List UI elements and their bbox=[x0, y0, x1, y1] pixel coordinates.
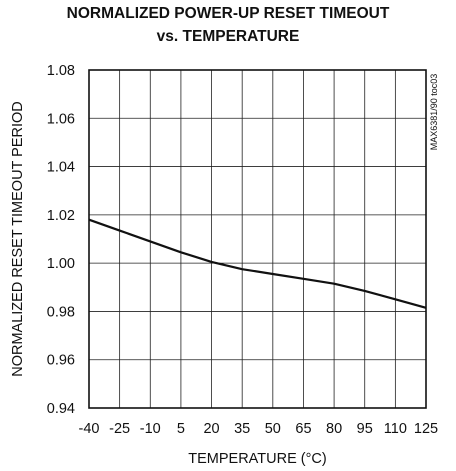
x-tick-label: -10 bbox=[140, 421, 161, 437]
x-tick-label: 125 bbox=[414, 421, 438, 437]
y-tick-label: 0.98 bbox=[47, 304, 75, 320]
x-tick-label: 50 bbox=[265, 421, 281, 437]
x-axis-label: TEMPERATURE (°C) bbox=[188, 451, 326, 467]
x-tick-label: 35 bbox=[234, 421, 250, 437]
x-tick-label: 5 bbox=[177, 421, 185, 437]
chart-title-line2: vs. TEMPERATURE bbox=[156, 28, 300, 45]
x-tick-label: -40 bbox=[79, 421, 100, 437]
y-tick-label: 0.96 bbox=[47, 353, 75, 369]
x-tick-label: -25 bbox=[109, 421, 130, 437]
x-tick-label: 110 bbox=[384, 421, 407, 437]
y-tick-label: 1.00 bbox=[47, 256, 75, 272]
x-tick-labels: -40 -25 -10 5 20 35 50 65 80 95 110 125 bbox=[79, 421, 439, 437]
x-tick-label: 20 bbox=[203, 421, 219, 437]
series-group bbox=[88, 218, 427, 309]
plot-frame bbox=[88, 69, 427, 409]
y-tick-label: 1.08 bbox=[47, 63, 75, 79]
y-tick-label: 0.94 bbox=[47, 401, 75, 417]
figure-code: MAX6381/90 toc03 bbox=[429, 74, 439, 151]
series-line bbox=[88, 218, 427, 309]
y-tick-label: 1.06 bbox=[47, 111, 75, 127]
chart-title-line1: NORMALIZED POWER-UP RESET TIMEOUT bbox=[66, 5, 390, 22]
grid bbox=[88, 69, 427, 409]
y-axis-label: NORMALIZED RESET TIMEOUT PERIOD bbox=[10, 101, 26, 377]
y-tick-label: 1.04 bbox=[47, 160, 75, 176]
x-tick-label: 95 bbox=[357, 421, 373, 437]
x-tick-label: 80 bbox=[326, 421, 342, 437]
x-tick-label: 65 bbox=[295, 421, 311, 437]
y-tick-labels: 0.94 0.96 0.98 1.00 1.02 1.04 1.06 1.08 bbox=[47, 63, 75, 417]
y-tick-label: 1.02 bbox=[47, 208, 75, 224]
